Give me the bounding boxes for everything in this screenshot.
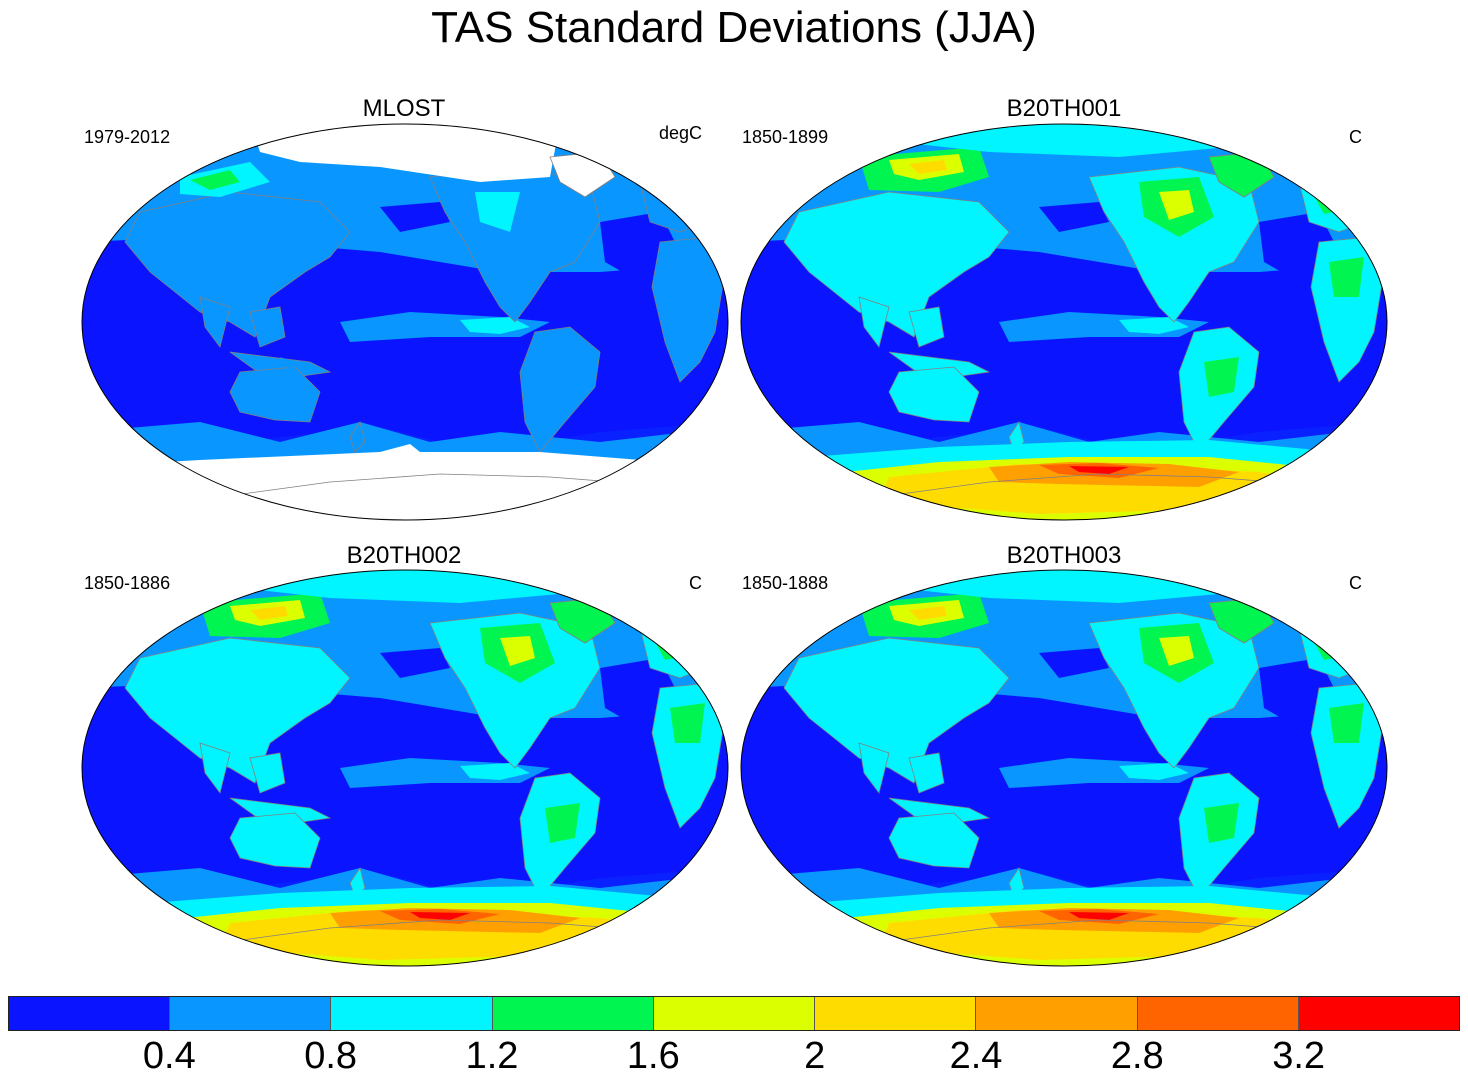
colorbar-box-4: [492, 996, 654, 1031]
colorbar-box-3: [331, 996, 493, 1031]
panel-period-2: 1850-1899: [742, 127, 829, 147]
panel-title-2: B20TH001: [1006, 95, 1122, 122]
colorbar-box-8: [1137, 996, 1299, 1031]
map-panel-4: [740, 569, 1388, 967]
colorbar-label: 2.4: [949, 1035, 1003, 1077]
panel-title-4: B20TH003: [1006, 542, 1122, 569]
panel-period-1: 1979-2012: [84, 127, 171, 147]
colorbar-label: 2.8: [1110, 1035, 1164, 1077]
colorbar-label: 0.4: [142, 1035, 196, 1077]
panel-title-1: MLOST: [362, 95, 446, 122]
panel-units-3: C: [689, 573, 702, 593]
colorbar-box-2: [170, 996, 332, 1031]
panel-period-3: 1850-1886: [84, 573, 171, 593]
panel-units-2: C: [1349, 127, 1362, 147]
colorbar-label: 1.6: [626, 1035, 680, 1077]
panel-title-3: B20TH002: [346, 542, 462, 569]
panel-units-4: C: [1349, 573, 1362, 593]
panel-period-4: 1850-1888: [742, 573, 829, 593]
map-panel-1: [81, 123, 729, 521]
colorbar-box-9: [1298, 996, 1460, 1031]
colorbar-box-5: [653, 996, 816, 1031]
colorbar-label: 2: [804, 1035, 826, 1077]
panel-units-1: degC: [658, 123, 702, 143]
colorbar-label: 1.2: [465, 1035, 519, 1077]
colorbar-label: 0.8: [304, 1035, 358, 1077]
colorbar-label: 3.2: [1272, 1035, 1326, 1077]
map-panel-2: [740, 123, 1388, 521]
colorbar-box-6: [815, 996, 977, 1031]
figure-title: TAS Standard Deviations (JJA): [431, 3, 1037, 52]
colorbar-box-1: [8, 996, 171, 1031]
colorbar: [8, 996, 1460, 1031]
map-panel-3: [81, 569, 729, 967]
colorbar-box-7: [976, 996, 1138, 1031]
